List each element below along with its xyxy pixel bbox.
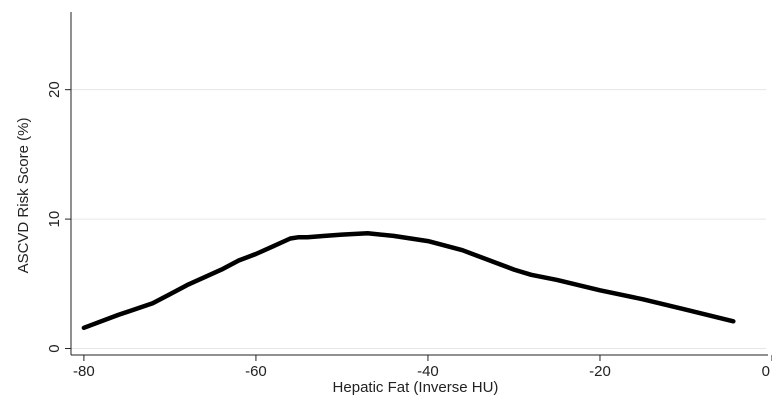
y-tick-label-20: 20 [46, 81, 63, 98]
y-tick-label-10: 10 [46, 211, 63, 228]
x-tick-label--60: -60 [245, 363, 267, 380]
y-tick-label-0: 0 [46, 344, 63, 352]
y-axis-title: ASCVD Risk Score (%) [15, 118, 32, 274]
y-axis-ticks: 0 10 20 [46, 81, 71, 353]
x-tick-label-0: 0 [762, 363, 770, 380]
gridlines [71, 89, 766, 350]
series-line [81, 231, 736, 331]
x-tick-label--20: -20 [589, 363, 611, 380]
x-tick-label--80: -80 [73, 363, 95, 380]
x-axis-ticks: -80 -60 -40 -20 0 [73, 355, 772, 380]
x-tick-label--40: -40 [417, 363, 439, 380]
x-axis-title: Hepatic Fat (Inverse HU) [333, 379, 499, 396]
